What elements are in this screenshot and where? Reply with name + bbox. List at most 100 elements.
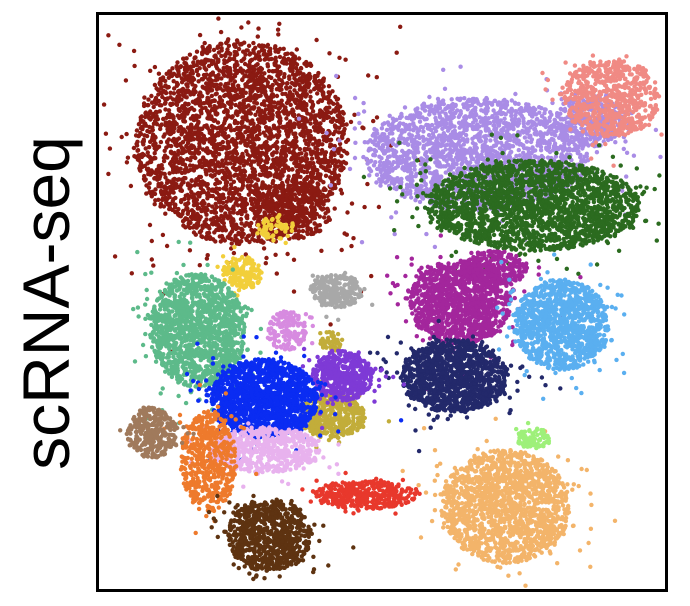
point	[300, 228, 306, 234]
point	[234, 52, 240, 57]
point	[255, 231, 260, 236]
point	[270, 216, 275, 222]
point	[304, 152, 309, 157]
point	[166, 191, 171, 196]
point	[272, 62, 277, 68]
point	[254, 72, 259, 77]
point	[323, 173, 329, 178]
point	[188, 214, 194, 220]
point	[214, 64, 219, 69]
point	[192, 125, 198, 130]
point	[266, 235, 271, 240]
point	[207, 166, 212, 171]
point	[253, 78, 258, 83]
point	[250, 64, 256, 70]
point	[225, 139, 230, 144]
point	[200, 225, 205, 230]
point	[316, 182, 321, 187]
point	[229, 236, 234, 242]
point	[296, 219, 302, 225]
point	[251, 153, 256, 158]
point	[291, 185, 297, 190]
point	[297, 76, 303, 81]
point	[479, 156, 484, 162]
point	[321, 137, 327, 143]
point	[182, 73, 187, 78]
point	[274, 87, 280, 92]
point	[386, 161, 392, 166]
point	[246, 233, 252, 238]
point	[290, 167, 295, 172]
point	[233, 257, 238, 262]
point	[227, 88, 232, 93]
point	[257, 57, 263, 62]
point	[336, 179, 341, 184]
point	[300, 80, 305, 85]
point	[374, 115, 380, 120]
point	[246, 43, 252, 48]
point	[138, 115, 143, 120]
point	[232, 72, 238, 78]
point	[313, 145, 318, 151]
point	[200, 147, 206, 152]
point	[124, 160, 130, 165]
point	[170, 120, 176, 125]
point	[248, 58, 253, 63]
point	[308, 188, 314, 193]
point	[201, 140, 207, 145]
point	[239, 42, 244, 47]
point	[337, 138, 342, 143]
point	[207, 110, 212, 115]
point	[240, 137, 245, 142]
point	[248, 84, 254, 89]
point	[212, 230, 217, 235]
point	[263, 261, 268, 266]
point	[458, 64, 463, 69]
point	[298, 66, 304, 71]
point	[146, 97, 151, 102]
point	[289, 155, 295, 160]
point	[332, 170, 337, 175]
point	[263, 169, 269, 174]
point	[280, 190, 285, 195]
point	[211, 145, 217, 150]
point	[190, 194, 196, 199]
point	[308, 219, 313, 224]
point	[235, 173, 240, 178]
point	[252, 100, 257, 105]
point	[277, 212, 282, 218]
point	[296, 236, 301, 241]
point	[373, 160, 378, 165]
point	[280, 173, 285, 178]
point	[245, 152, 250, 157]
point	[135, 148, 140, 153]
point	[271, 134, 276, 139]
point	[273, 57, 278, 62]
point	[321, 215, 327, 220]
point	[198, 214, 203, 220]
point	[329, 175, 334, 181]
point	[301, 235, 306, 240]
point	[254, 54, 259, 59]
point	[212, 210, 217, 215]
point	[224, 271, 229, 277]
point	[239, 25, 244, 30]
point	[282, 72, 287, 77]
point	[337, 55, 342, 60]
point	[152, 155, 157, 160]
point	[339, 247, 344, 253]
point	[270, 92, 276, 97]
point	[242, 159, 248, 164]
point	[324, 130, 329, 136]
point	[227, 101, 232, 107]
point	[261, 52, 266, 57]
point	[203, 209, 208, 215]
point	[246, 271, 252, 276]
point	[172, 154, 178, 159]
point	[156, 184, 161, 189]
point	[265, 174, 270, 179]
point	[233, 140, 239, 146]
point	[224, 166, 229, 171]
point	[290, 223, 295, 228]
point	[285, 233, 290, 239]
